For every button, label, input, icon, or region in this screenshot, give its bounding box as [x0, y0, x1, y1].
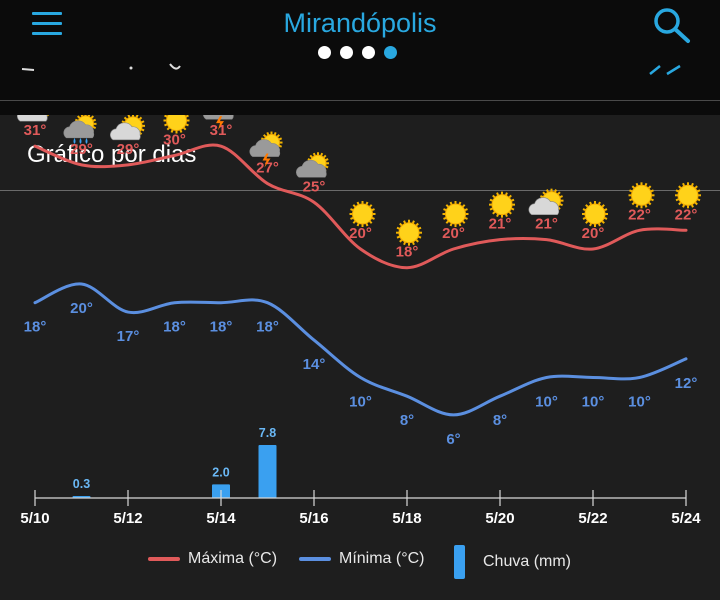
cloud-icon [17, 115, 48, 122]
max-temp-label: 31° [24, 122, 47, 139]
raindrop-icon [79, 137, 82, 144]
max-temp-label: 20° [349, 225, 372, 242]
lightning-icon [216, 116, 224, 131]
sun-icon [628, 182, 655, 209]
legend-min: Mínima (°C) [299, 550, 425, 568]
lightning-icon [262, 153, 271, 168]
sun-icon [396, 219, 422, 246]
min-temp-label: 10° [628, 394, 651, 411]
daily-forecast-chart: 31° 29° 29° 30° 31° 27° 25° 20° 18° 20° 21° 21° 20° 2… [17, 115, 701, 527]
city-title: Mirandópolis [283, 8, 437, 38]
min-temp-label: 10° [535, 394, 558, 411]
x-tick-label: 5/14 [206, 510, 236, 527]
min-temp-label: 18° [256, 319, 279, 336]
max-temp-label: 21° [489, 216, 512, 233]
legend-rain-swatch [454, 545, 465, 579]
max-temp-label: 27° [256, 160, 279, 177]
raindrop-icon [85, 137, 88, 144]
min-temp-label: 12° [675, 375, 698, 392]
app-bar: Mirandópolis [0, 0, 720, 100]
legend-max-label: Máxima (°C) [188, 550, 278, 567]
min-temp-label: 10° [582, 394, 605, 411]
cloud-icon [110, 122, 141, 141]
legend-max-swatch [148, 557, 180, 561]
rain-value-label: 0.3 [73, 477, 90, 491]
rain-bar [258, 444, 277, 498]
x-tick-label: 5/16 [299, 510, 328, 527]
min-temp-label: 8° [493, 412, 507, 429]
sun-icon [442, 201, 469, 227]
x-tick-label: 5/12 [113, 510, 142, 527]
min-temp-label: 10° [349, 394, 372, 411]
cloud-icon [296, 159, 327, 178]
x-tick-label: 5/18 [392, 510, 421, 527]
max-temp-label: 29° [70, 141, 93, 158]
sun-icon [489, 191, 515, 218]
hamburger-menu-icon[interactable] [32, 10, 64, 38]
search-icon[interactable] [650, 4, 694, 44]
page-dot-2[interactable] [340, 46, 353, 59]
legend-max: Máxima (°C) [148, 550, 277, 568]
legend-min-label: Mínima (°C) [339, 550, 425, 567]
x-tick-label: 5/24 [671, 510, 701, 527]
sun-icon [582, 201, 608, 227]
x-tick-label: 5/10 [20, 510, 49, 527]
max-temp-label: 29° [117, 141, 140, 158]
max-temp-label: 30° [163, 132, 186, 149]
page-dot-1[interactable] [318, 46, 331, 59]
page-dot-4-active[interactable] [384, 46, 397, 59]
cloud-icon [528, 197, 560, 215]
max-temp-label: 21° [535, 216, 558, 233]
page-indicator[interactable] [318, 46, 397, 59]
rain-value-label: 7.8 [259, 426, 276, 440]
max-temp-label: 22° [628, 206, 651, 223]
min-temp-label: 8° [400, 412, 414, 429]
scrolled-content-peek [21, 63, 681, 76]
card-divider [0, 190, 720, 191]
max-temp-label: 20° [442, 225, 465, 242]
rain-cloud-icon [63, 120, 95, 139]
min-temp-label: 20° [70, 300, 93, 317]
min-temp-label: 14° [303, 356, 326, 373]
legend-min-swatch [299, 557, 331, 561]
max-temp-label: 20° [582, 225, 605, 242]
min-temp-label: 17° [117, 328, 140, 345]
max-temp-line [33, 143, 688, 270]
min-temp-label: 6° [446, 431, 460, 448]
legend-rain: Chuva (mm) [454, 545, 571, 579]
storm-cloud-icon [203, 115, 234, 120]
sun-icon [675, 182, 701, 209]
sun-icon [163, 115, 190, 134]
sun-icon [349, 201, 376, 227]
min-temp-line [33, 282, 688, 417]
max-temp-label: 31° [210, 122, 233, 139]
legend-rain-label: Chuva (mm) [483, 553, 572, 570]
daily-chart-card: Gráfico por dias 31° 29° 29° 30° 31° 27° 25° 20… [0, 115, 720, 600]
chart-legend: Máxima (°C) Mínima (°C) Chuva (mm) [0, 545, 720, 585]
x-tick-label: 5/22 [578, 510, 607, 527]
section-gap [0, 101, 720, 115]
max-temp-label: 25° [303, 178, 326, 195]
header-divider [0, 100, 720, 101]
x-tick-label: 5/20 [485, 510, 514, 527]
raindrop-icon [73, 137, 76, 144]
max-temp-label: 22° [675, 206, 698, 223]
min-temp-label: 18° [24, 319, 47, 336]
max-temp-label: 18° [396, 244, 419, 261]
min-temp-label: 18° [210, 319, 233, 336]
storm-cloud-icon [249, 139, 281, 157]
page-dot-3[interactable] [362, 46, 375, 59]
min-temp-label: 18° [163, 319, 186, 336]
rain-value-label: 2.0 [212, 465, 229, 479]
